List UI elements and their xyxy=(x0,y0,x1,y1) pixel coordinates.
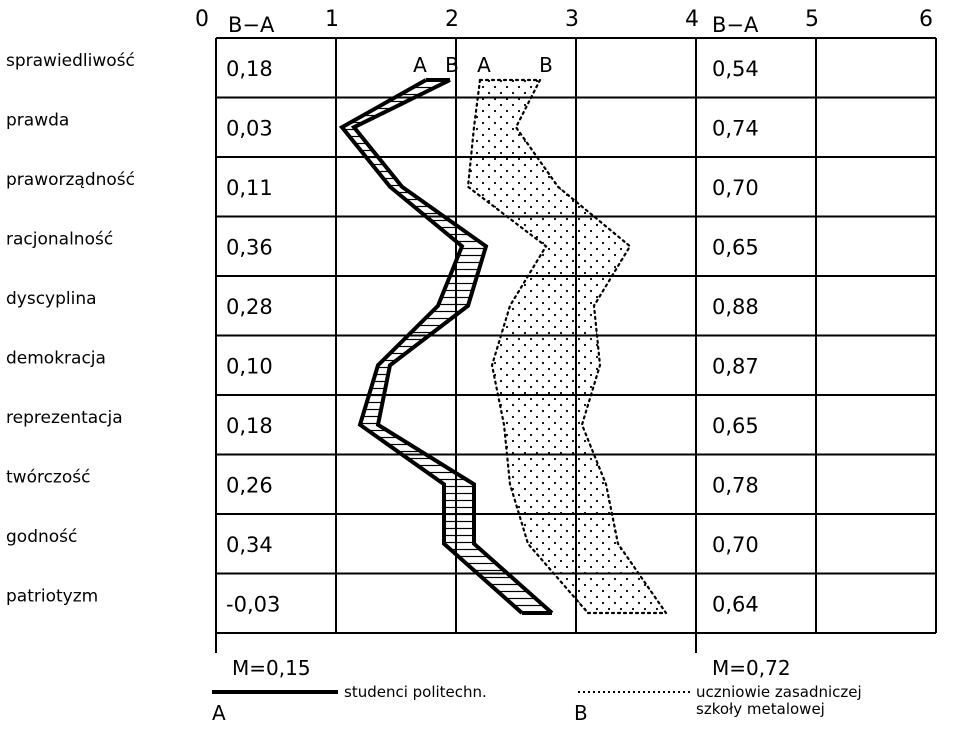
difference-values-pupils: 0,54 0,74 0,70 0,65 0,88 0,87 0,65 0,78 0,70 0,64 xyxy=(712,57,759,617)
x-tick-label: 3 xyxy=(565,7,579,32)
difference-value: 0,11 xyxy=(226,176,273,200)
x-tick-label: 1 xyxy=(325,7,339,32)
difference-value: 0,65 xyxy=(712,235,759,259)
category-label: sprawiedliwość xyxy=(6,51,135,71)
category-label: racjonalność xyxy=(6,229,113,249)
category-label: praworządność xyxy=(6,170,135,190)
category-label: dyscyplina xyxy=(6,289,97,309)
category-label: patriotyzm xyxy=(6,586,98,606)
legend-letter-b: B xyxy=(574,701,588,725)
category-label: godność xyxy=(6,527,77,547)
line-label-a-pupils: A xyxy=(477,53,491,77)
profile-bands xyxy=(338,78,668,615)
legend-label-pupils-line2: szkoły metalowej xyxy=(696,700,825,718)
difference-value: -0,03 xyxy=(226,592,280,616)
legend: studenci politechn. A uczniowie zasadnic… xyxy=(212,683,862,725)
difference-value: 0,34 xyxy=(226,533,273,557)
category-label: reprezentacja xyxy=(6,408,123,428)
difference-value: 0,18 xyxy=(226,414,273,438)
difference-value: 0,18 xyxy=(226,57,273,81)
x-tick-label: 5 xyxy=(805,7,819,32)
category-labels: sprawiedliwość prawda praworządność racjona… xyxy=(6,51,135,607)
difference-value: 0,54 xyxy=(712,57,759,81)
difference-values-students: 0,18 0,03 0,11 0,36 0,28 0,10 0,18 0,26 0,34 -0,0… xyxy=(226,57,280,617)
difference-value: 0,28 xyxy=(226,295,273,319)
x-tick-label: 4 xyxy=(685,7,699,32)
band-pupils xyxy=(468,80,666,613)
category-label: twórczość xyxy=(6,467,90,487)
difference-value: 0,10 xyxy=(226,354,273,378)
header-left-b-minus-a: B−A xyxy=(228,13,275,37)
x-tick-label: 2 xyxy=(445,7,459,32)
mean-pupils: M=0,72 xyxy=(712,656,791,680)
line-label-b-pupils: B xyxy=(539,53,553,77)
line-a-pupils xyxy=(466,78,590,615)
x-tick-label: 6 xyxy=(919,7,933,32)
line-label-b-students: B xyxy=(445,53,459,77)
difference-value: 0,36 xyxy=(226,235,273,259)
x-tick-label: 0 xyxy=(195,7,209,32)
x-axis-ticks: 0 1 2 3 4 5 6 xyxy=(195,7,933,32)
difference-value: 0,03 xyxy=(226,116,273,140)
category-label: demokracja xyxy=(6,348,106,368)
difference-value: 0,70 xyxy=(712,533,759,557)
line-a-students xyxy=(338,78,524,615)
legend-label-students: studenci politechn. xyxy=(344,683,487,701)
difference-value: 0,70 xyxy=(712,176,759,200)
difference-value: 0,26 xyxy=(226,473,273,497)
difference-value: 0,65 xyxy=(712,414,759,438)
difference-value: 0,74 xyxy=(712,116,759,140)
header-right-b-minus-a: B−A xyxy=(712,13,759,37)
difference-value: 0,88 xyxy=(712,295,759,319)
difference-value: 0,87 xyxy=(712,354,759,378)
legend-label-pupils-line1: uczniowie zasadniczej xyxy=(696,683,862,701)
difference-value: 0,64 xyxy=(712,592,759,616)
band-students xyxy=(342,80,552,613)
category-label: prawda xyxy=(6,110,69,130)
legend-letter-a: A xyxy=(212,701,226,725)
line-b-pupils xyxy=(514,78,668,615)
mean-students: M=0,15 xyxy=(232,656,311,680)
difference-value: 0,78 xyxy=(712,473,759,497)
line-b-students xyxy=(350,78,554,615)
line-label-a-students: A xyxy=(413,53,427,77)
